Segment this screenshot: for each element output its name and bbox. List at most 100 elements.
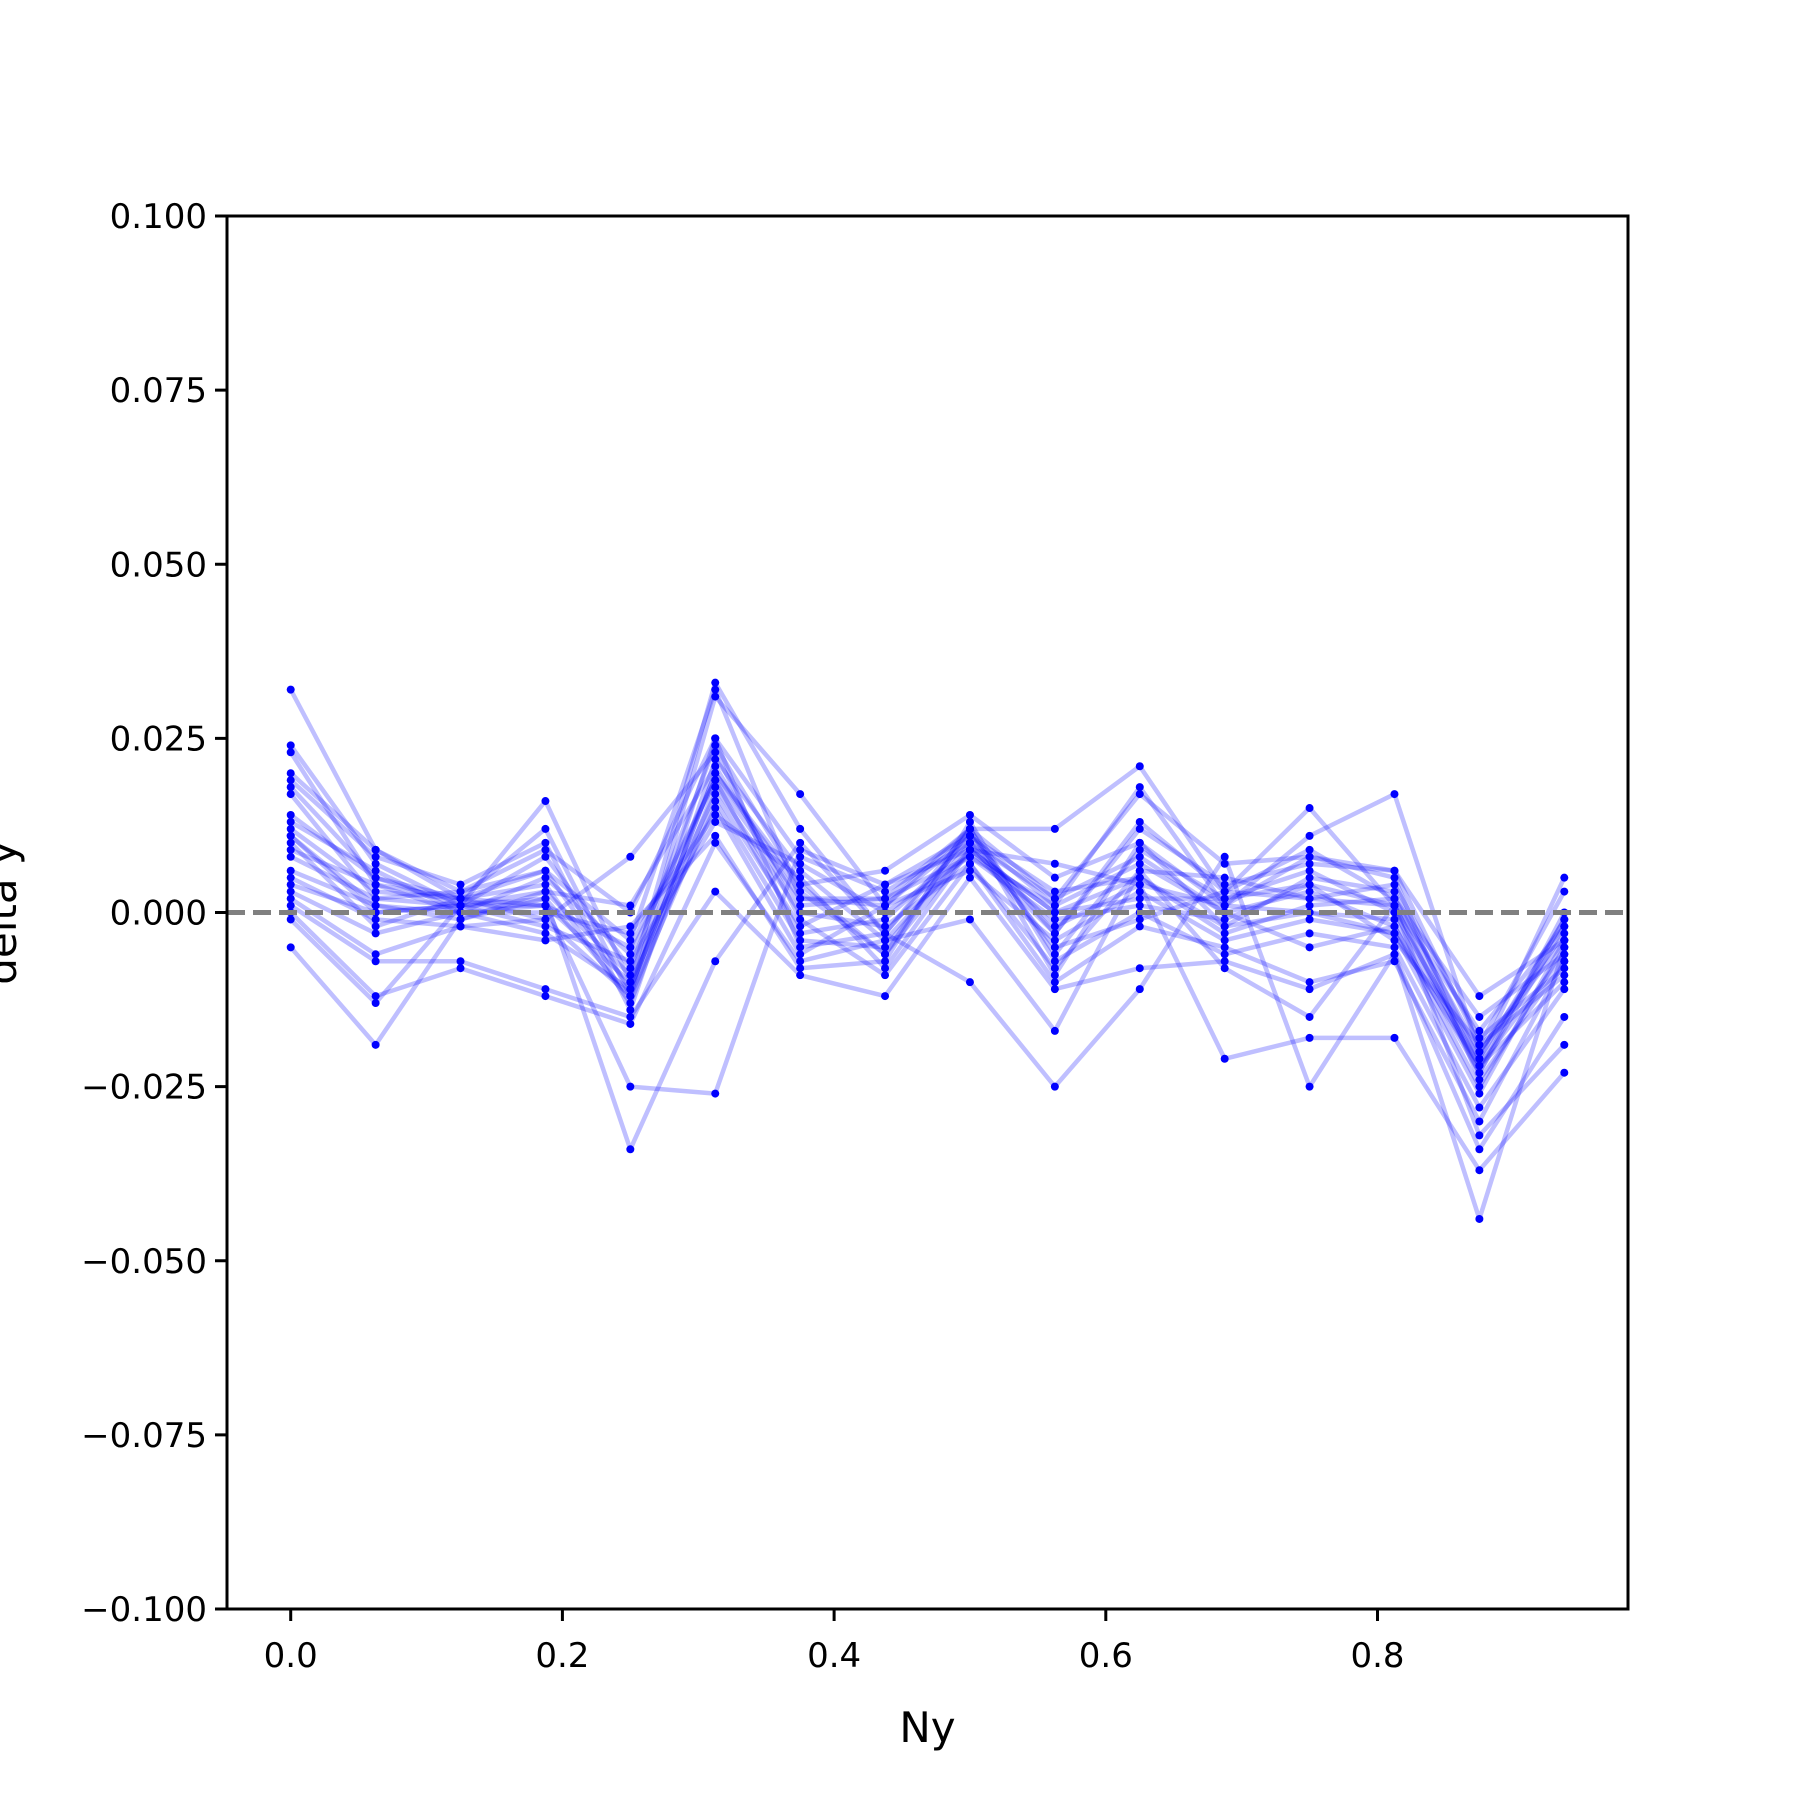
data-point-s20-7 bbox=[796, 845, 805, 854]
data-point-s20-12 bbox=[1220, 1054, 1229, 1063]
data-point-s24-1 bbox=[286, 769, 295, 778]
data-point-s19-2 bbox=[371, 992, 380, 1001]
data-point-s23-11 bbox=[1135, 873, 1144, 882]
data-point-s15-6 bbox=[711, 762, 720, 771]
y-tick-label: −0.025 bbox=[81, 1068, 207, 1108]
data-point-s17-7 bbox=[796, 915, 805, 924]
data-point-s5-10 bbox=[1050, 873, 1059, 882]
data-point-s17-5 bbox=[626, 852, 635, 861]
data-point-s23-16 bbox=[1560, 978, 1569, 987]
data-point-s20-15 bbox=[1475, 1166, 1484, 1175]
data-point-s13-12 bbox=[1220, 915, 1229, 924]
series-line-20 bbox=[289, 847, 1566, 1173]
y-tick-label: −0.075 bbox=[81, 1416, 207, 1456]
data-point-s19-6 bbox=[711, 838, 720, 847]
y-tick-label: 0.050 bbox=[110, 545, 207, 585]
data-point-s24-7 bbox=[796, 943, 805, 952]
data-point-s19-4 bbox=[541, 992, 550, 1001]
data-point-s21-11 bbox=[1135, 985, 1144, 994]
data-point-s19-3 bbox=[456, 964, 465, 973]
data-point-s19-12 bbox=[1220, 964, 1229, 973]
data-point-s22-8 bbox=[881, 901, 890, 910]
data-point-s11-13 bbox=[1305, 915, 1314, 924]
data-point-s11-6 bbox=[711, 804, 720, 813]
data-point-s22-6 bbox=[711, 685, 720, 694]
data-point-s18-16 bbox=[1560, 1012, 1569, 1021]
data-point-s17-6 bbox=[711, 748, 720, 757]
data-point-s4-13 bbox=[1305, 859, 1314, 868]
data-point-s9-12 bbox=[1220, 929, 1229, 938]
data-point-s12-15 bbox=[1475, 1054, 1484, 1063]
data-point-s3-15 bbox=[1475, 1075, 1484, 1084]
data-point-s17-15 bbox=[1475, 1117, 1484, 1126]
data-point-s11-10 bbox=[1050, 936, 1059, 945]
data-point-s18-10 bbox=[1050, 985, 1059, 994]
data-point-s15-15 bbox=[1475, 1068, 1484, 1077]
data-point-s18-8 bbox=[881, 992, 890, 1001]
data-point-s2-13 bbox=[1305, 831, 1314, 840]
data-point-s12-12 bbox=[1220, 894, 1229, 903]
x-axis: 0.0 0.2 0.4 0.6 0.8 bbox=[264, 1609, 1405, 1676]
data-point-s22-13 bbox=[1305, 845, 1314, 854]
data-point-s14-16 bbox=[1560, 985, 1569, 994]
data-point-s22-4 bbox=[541, 866, 550, 875]
data-point-s9-6 bbox=[711, 790, 720, 799]
series-line-24 bbox=[289, 736, 1566, 999]
data-point-s19-10 bbox=[1050, 1026, 1059, 1035]
data-point-s10-5 bbox=[626, 992, 635, 1001]
data-point-s20-4 bbox=[541, 901, 550, 910]
data-point-s12-16 bbox=[1560, 915, 1569, 924]
data-point-s7-10 bbox=[1050, 901, 1059, 910]
series-line-19 bbox=[289, 840, 1566, 1138]
y-tick-label: 0.000 bbox=[110, 894, 207, 934]
data-point-s17-13 bbox=[1305, 978, 1314, 987]
data-point-s13-15 bbox=[1475, 1040, 1484, 1049]
data-point-s12-6 bbox=[711, 810, 720, 819]
data-point-s24-14 bbox=[1390, 866, 1399, 875]
data-point-s13-11 bbox=[1135, 901, 1144, 910]
y-tick-label: 0.075 bbox=[110, 371, 207, 411]
data-point-s23-12 bbox=[1220, 922, 1229, 931]
data-point-s7-4 bbox=[541, 873, 550, 882]
data-point-s12-7 bbox=[796, 873, 805, 882]
data-point-s21-1 bbox=[286, 943, 295, 952]
x-tick-label: 0.0 bbox=[264, 1636, 318, 1676]
data-point-s22-5 bbox=[626, 936, 635, 945]
data-point-s6-1 bbox=[286, 790, 295, 799]
data-point-s16-8 bbox=[881, 915, 890, 924]
data-point-s22-1 bbox=[286, 810, 295, 819]
series-layer bbox=[286, 678, 1569, 1223]
y-tick-label: 0.100 bbox=[110, 197, 207, 237]
data-point-s18-2 bbox=[371, 957, 380, 966]
data-point-s21-2 bbox=[371, 1040, 380, 1049]
series-line-17 bbox=[289, 750, 1567, 1124]
data-point-s23-6 bbox=[711, 769, 720, 778]
data-point-s24-16 bbox=[1560, 936, 1569, 945]
data-point-s12-8 bbox=[881, 964, 890, 973]
data-point-s23-5 bbox=[626, 985, 635, 994]
data-point-s10-6 bbox=[711, 797, 720, 806]
series-line-22 bbox=[289, 687, 1566, 1020]
series-line-4 bbox=[289, 757, 1567, 1048]
data-point-s17-1 bbox=[286, 894, 295, 903]
data-point-s24-12 bbox=[1220, 901, 1229, 910]
data-point-s24-3 bbox=[456, 887, 465, 896]
data-point-s19-8 bbox=[881, 936, 890, 945]
y-axis-label: delta y bbox=[0, 840, 26, 985]
data-point-s7-1 bbox=[286, 817, 295, 826]
data-point-s18-12 bbox=[1220, 957, 1229, 966]
data-point-s16-1 bbox=[286, 887, 295, 896]
data-point-s15-13 bbox=[1305, 943, 1314, 952]
data-point-s14-5 bbox=[626, 922, 635, 931]
data-point-s15-10 bbox=[1050, 894, 1059, 903]
data-point-s14-15 bbox=[1475, 1103, 1484, 1112]
data-point-s8-14 bbox=[1390, 880, 1399, 889]
data-point-s10-14 bbox=[1390, 915, 1399, 924]
data-point-s21-12 bbox=[1220, 852, 1229, 861]
data-point-s16-2 bbox=[371, 929, 380, 938]
data-point-s8-5 bbox=[626, 999, 635, 1008]
data-point-s19-14 bbox=[1390, 901, 1399, 910]
data-point-s4-12 bbox=[1220, 880, 1229, 889]
y-tick-label: −0.100 bbox=[81, 1590, 207, 1630]
